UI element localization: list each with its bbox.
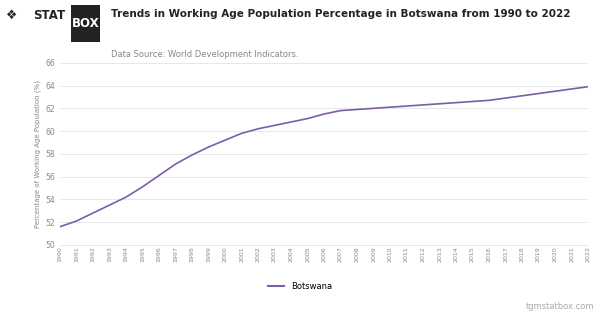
Text: tgmstatbox.com: tgmstatbox.com [526,302,594,311]
Text: ❖: ❖ [6,9,17,22]
Text: Data Source: World Development Indicators.: Data Source: World Development Indicator… [111,50,299,59]
Legend: Botswana: Botswana [265,279,335,294]
Text: Trends in Working Age Population Percentage in Botswana from 1990 to 2022: Trends in Working Age Population Percent… [111,9,571,19]
Text: STAT: STAT [33,9,65,22]
Text: BOX: BOX [71,17,99,30]
Y-axis label: Percentage of Working Age Population (%): Percentage of Working Age Population (%) [35,80,41,228]
